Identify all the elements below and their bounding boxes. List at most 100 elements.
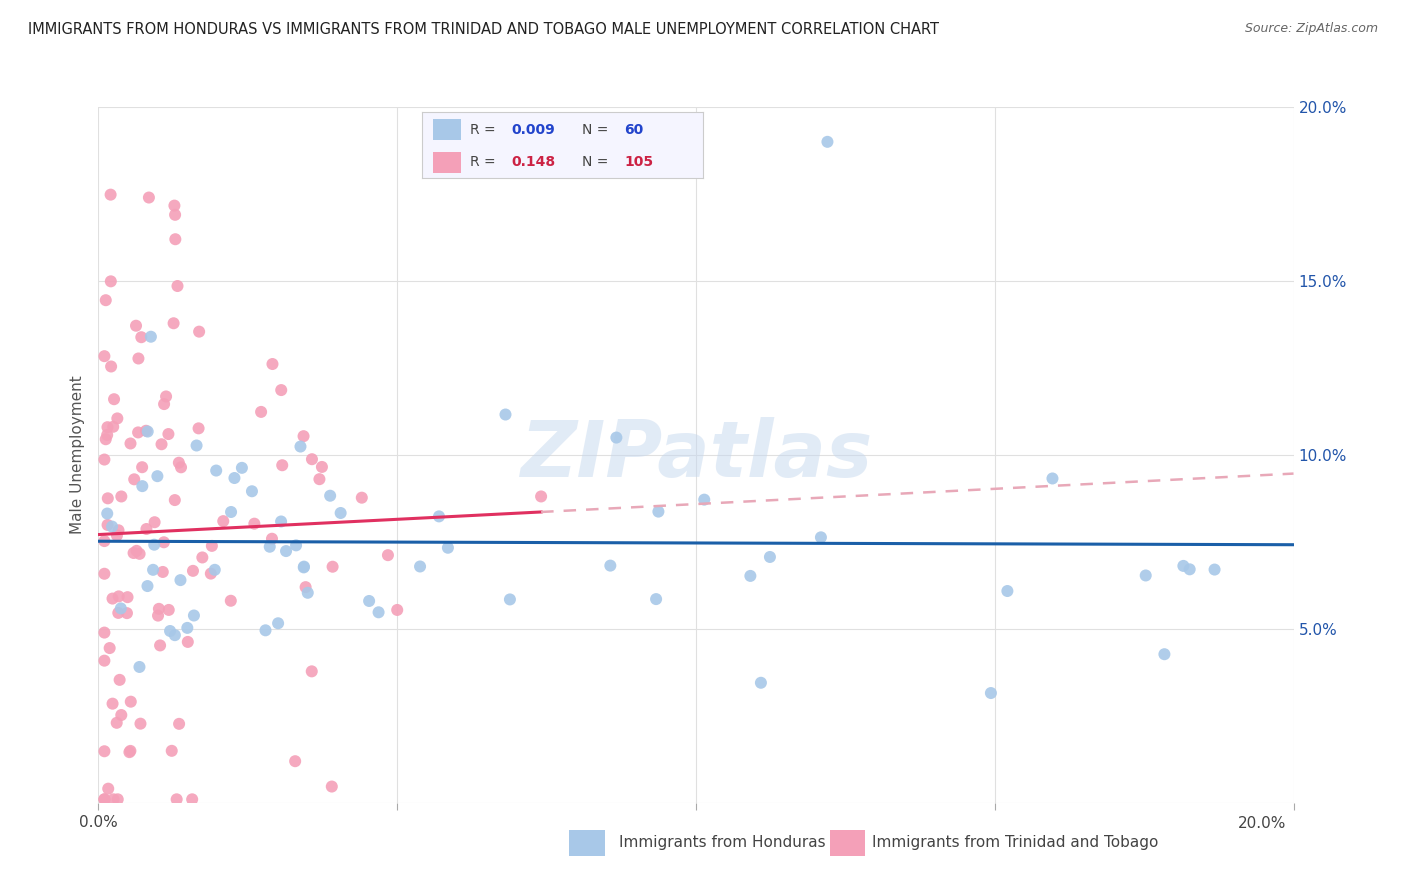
Point xyxy=(96,428,118,442)
Text: Immigrants from Trinidad and Tobago: Immigrants from Trinidad and Tobago xyxy=(872,836,1159,850)
Point xyxy=(311,459,333,474)
Point xyxy=(205,464,228,478)
Point xyxy=(181,792,204,806)
Point xyxy=(125,318,148,333)
Point xyxy=(129,716,152,731)
Point xyxy=(136,425,159,439)
Point xyxy=(107,792,129,806)
Point xyxy=(188,325,211,339)
Point xyxy=(350,491,373,505)
Point xyxy=(107,590,129,604)
Point xyxy=(292,559,315,574)
Point xyxy=(749,675,772,690)
Point xyxy=(359,594,381,608)
Point xyxy=(980,686,1002,700)
Point xyxy=(93,534,115,549)
Point xyxy=(224,471,246,485)
Point xyxy=(167,456,190,470)
Point xyxy=(186,438,208,452)
Point xyxy=(284,754,307,768)
Point xyxy=(127,351,149,366)
Point xyxy=(262,357,284,371)
Text: 0.148: 0.148 xyxy=(512,155,555,169)
Point xyxy=(183,608,205,623)
Point xyxy=(97,781,120,796)
Point xyxy=(155,389,177,403)
Point xyxy=(177,635,200,649)
Point xyxy=(599,558,621,573)
Point xyxy=(1173,558,1195,573)
Point xyxy=(143,538,166,552)
Point xyxy=(93,654,115,668)
Point xyxy=(110,708,132,723)
Point xyxy=(94,293,117,308)
Point xyxy=(319,489,342,503)
Y-axis label: Male Unemployment: Male Unemployment xyxy=(70,376,86,534)
Point xyxy=(93,349,115,363)
Point xyxy=(292,429,315,443)
Point xyxy=(274,544,297,558)
Point xyxy=(740,569,762,583)
Point xyxy=(128,660,150,674)
Text: Source: ZipAtlas.com: Source: ZipAtlas.com xyxy=(1244,22,1378,36)
Text: IMMIGRANTS FROM HONDURAS VS IMMIGRANTS FROM TRINIDAD AND TOBAGO MALE UNEMPLOYMEN: IMMIGRANTS FROM HONDURAS VS IMMIGRANTS F… xyxy=(28,22,939,37)
Point xyxy=(152,565,174,579)
Point xyxy=(200,566,222,581)
Point xyxy=(96,420,118,434)
Point xyxy=(131,460,153,475)
Point xyxy=(267,616,290,631)
Point xyxy=(647,505,669,519)
Point xyxy=(148,602,170,616)
Point xyxy=(301,665,323,679)
Point xyxy=(169,573,191,587)
Point xyxy=(321,780,343,794)
Point xyxy=(815,135,838,149)
Point xyxy=(120,695,142,709)
Point xyxy=(97,491,120,506)
Point xyxy=(94,432,117,446)
Point xyxy=(146,469,169,483)
Point xyxy=(93,452,115,467)
Point xyxy=(157,427,180,442)
Point xyxy=(93,566,115,581)
Point xyxy=(201,539,224,553)
Point xyxy=(98,641,121,656)
Point xyxy=(143,515,166,529)
Point xyxy=(139,329,162,343)
Point xyxy=(308,472,330,486)
Point xyxy=(110,490,132,504)
Point xyxy=(605,431,627,445)
Point xyxy=(240,484,263,499)
Text: R =: R = xyxy=(470,155,495,169)
Point xyxy=(377,548,399,562)
Point xyxy=(243,516,266,531)
Point xyxy=(759,549,782,564)
Point xyxy=(1042,471,1064,485)
Point xyxy=(204,563,226,577)
Point xyxy=(297,586,319,600)
Point xyxy=(367,605,389,619)
Point xyxy=(187,421,209,435)
Point xyxy=(122,472,145,486)
Text: N =: N = xyxy=(582,122,609,136)
Point xyxy=(1178,562,1201,576)
Point xyxy=(270,515,292,529)
Point xyxy=(231,460,253,475)
Point xyxy=(163,628,186,642)
Point xyxy=(294,580,316,594)
Point xyxy=(108,673,131,687)
Point xyxy=(165,208,187,222)
Point xyxy=(93,744,115,758)
Point xyxy=(322,559,344,574)
Point xyxy=(250,405,273,419)
Point xyxy=(693,492,716,507)
Point xyxy=(138,190,160,204)
Point xyxy=(153,535,176,549)
Point xyxy=(995,584,1018,599)
Point xyxy=(810,530,832,544)
Point xyxy=(131,330,153,344)
Point xyxy=(285,538,308,552)
Point xyxy=(166,792,188,806)
Point xyxy=(409,559,432,574)
Point xyxy=(125,544,148,558)
